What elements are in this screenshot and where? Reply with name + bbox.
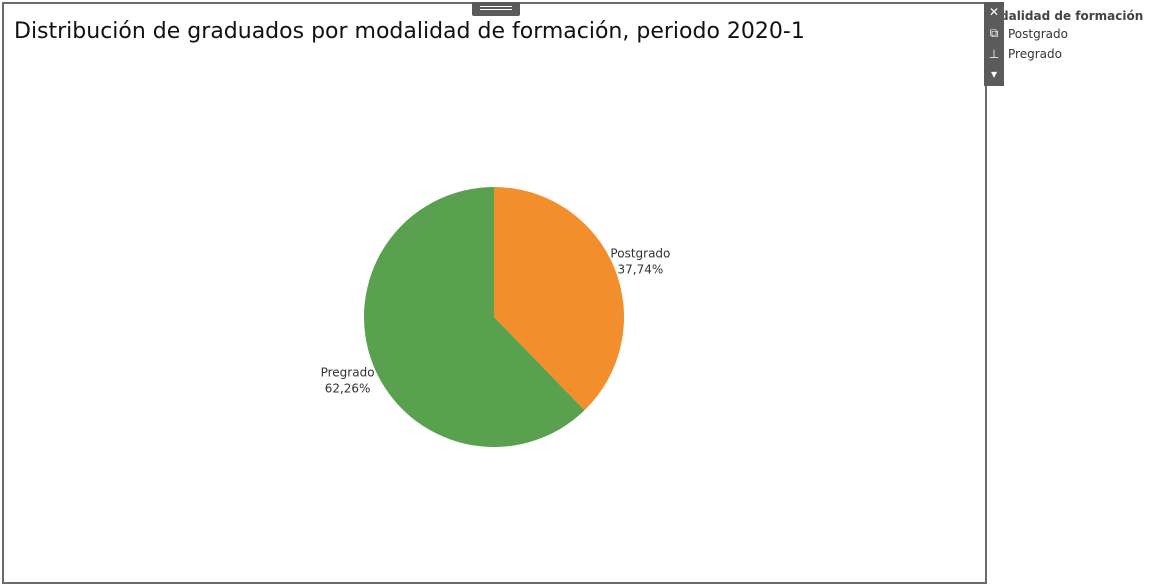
dropdown-icon[interactable]: ▾ [990,67,998,81]
slice-label-value: 37,74% [618,263,664,277]
slice-label-name: Postgrado [610,247,670,261]
chart-title: Distribución de graduados por modalidad … [14,19,805,44]
pie-chart: Postgrado 37,74% Pregrado 62,26% [321,186,670,447]
legend: dalidad de formación Postgrado Pregrado [1004,8,1149,64]
slice-label-name: Pregrado [321,365,375,379]
popout-icon[interactable]: ⧉ [989,26,999,40]
pin-icon[interactable]: ⊥ [988,47,1000,61]
legend-title: dalidad de formación [1004,9,1144,23]
floating-toolbar: ✕ ⧉ ⊥ ▾ [984,2,1004,86]
slice-label-value: 62,26% [325,381,371,395]
close-icon[interactable]: ✕ [988,5,1000,19]
legend-item-pregrado[interactable]: Pregrado [1008,47,1062,61]
pie-slice-postgrado[interactable] [494,187,624,411]
chart-panel: Postgrado 37,74% Pregrado 62,26% Distribuci… [2,2,987,584]
resize-handle[interactable] [472,2,520,16]
legend-item-postgrado[interactable]: Postgrado [1008,27,1068,41]
pie-slice-pregrado[interactable] [363,186,585,447]
